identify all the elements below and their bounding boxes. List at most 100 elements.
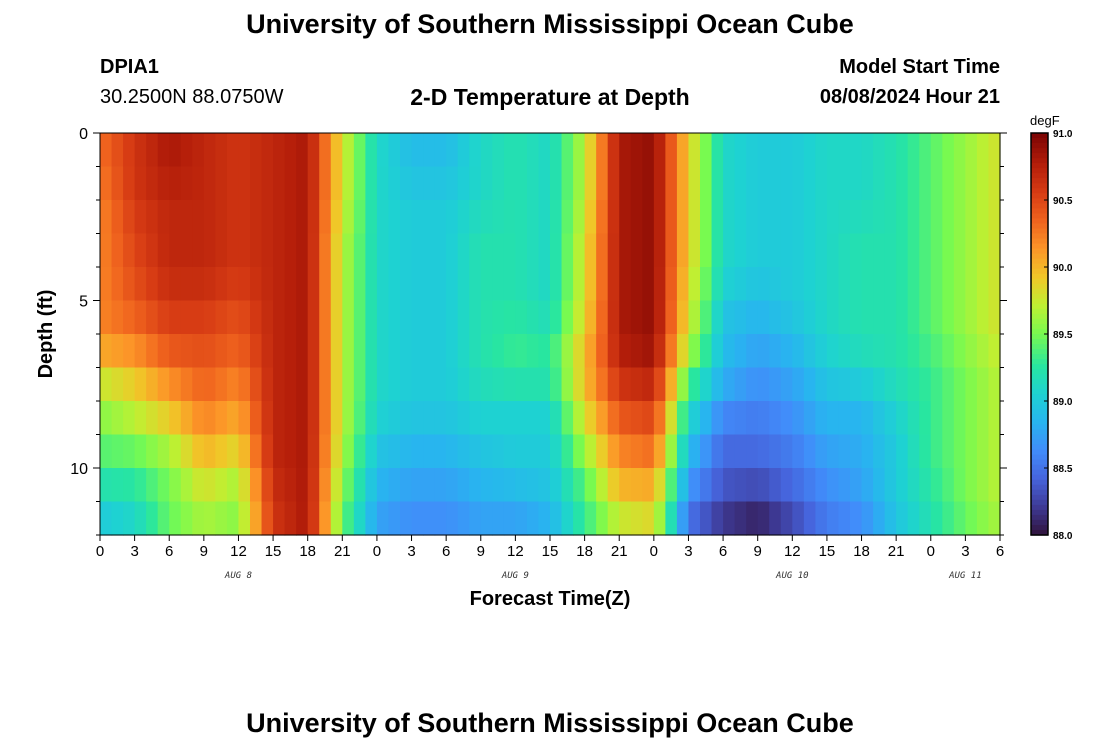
colorbar-segment (1031, 188, 1048, 194)
heatmap-cell (884, 133, 897, 168)
heatmap-cell (676, 166, 690, 201)
heatmap-cell (896, 200, 909, 235)
heatmap-cell (261, 233, 274, 268)
heatmap-cell (400, 166, 413, 201)
heatmap-cell (815, 367, 828, 402)
heatmap-cell (815, 233, 828, 268)
heatmap-cell (711, 233, 724, 268)
colorbar-segment (1031, 328, 1048, 335)
heatmap-cell (884, 300, 897, 335)
heatmap-cell (250, 501, 263, 536)
heatmap-cell (469, 166, 482, 201)
heatmap-cell (538, 133, 551, 168)
heatmap-cell (376, 434, 390, 469)
heatmap-cell (376, 200, 390, 235)
heatmap-cell (919, 133, 932, 168)
heatmap-cell (838, 334, 851, 369)
heatmap-cell (457, 200, 470, 235)
heatmap-cell (596, 233, 609, 268)
heatmap-cell (584, 133, 597, 168)
heatmap-cell (284, 468, 297, 503)
heatmap-cell (330, 300, 343, 335)
heatmap-cell (919, 300, 932, 335)
heatmap-cell (423, 200, 436, 235)
heatmap-cell (330, 200, 343, 235)
heatmap-cell (411, 267, 424, 302)
heatmap-cell (526, 401, 540, 436)
heatmap-cell (215, 334, 228, 369)
heatmap-cell (596, 133, 609, 168)
heatmap-cell (642, 300, 655, 335)
colorbar-segment (1031, 339, 1048, 345)
heatmap-cell (884, 501, 897, 536)
heatmap-cell (607, 367, 620, 402)
heatmap-cell (250, 401, 263, 436)
heatmap-cell (734, 300, 747, 335)
heatmap-cell (700, 401, 713, 436)
colorbar-segment (1031, 369, 1048, 375)
heatmap-cell (826, 367, 840, 402)
heatmap-cell (342, 166, 355, 201)
heatmap-cell (376, 267, 390, 302)
heatmap-cell (250, 434, 263, 469)
heatmap-cell (607, 200, 620, 235)
colorbar-segment (1031, 173, 1048, 179)
heatmap-cell (146, 367, 159, 402)
heatmap-cell (400, 334, 413, 369)
heatmap-cell (365, 334, 378, 369)
heatmap-cell (342, 300, 355, 335)
heatmap-cell (769, 300, 782, 335)
heatmap-cell (723, 334, 736, 369)
heatmap-cell (330, 401, 343, 436)
chart-subtitle: 2-D Temperature at Depth (410, 84, 690, 110)
heatmap-cell (180, 501, 193, 536)
heatmap-cell (538, 367, 551, 402)
heatmap-cell (550, 300, 563, 335)
heatmap-cell (942, 166, 955, 201)
heatmap-cell (388, 133, 401, 168)
heatmap-cell (561, 267, 574, 302)
heatmap-cell (688, 166, 701, 201)
heatmap-cell (457, 401, 470, 436)
heatmap-cell (284, 401, 297, 436)
heatmap-cell (896, 166, 909, 201)
heatmap-cell (250, 334, 263, 369)
heatmap-cell (642, 133, 655, 168)
heatmap-cell (630, 267, 643, 302)
heatmap-cell (134, 367, 147, 402)
colorbar-segment (1031, 193, 1048, 199)
heatmap-cell (446, 267, 459, 302)
heatmap-cell (353, 334, 366, 369)
heatmap-cell (861, 233, 874, 268)
heatmap-cell (538, 233, 551, 268)
heatmap-cell (192, 233, 205, 268)
heatmap-cell (711, 300, 724, 335)
colorbar-segment (1031, 263, 1048, 270)
heatmap-cell (723, 133, 736, 168)
heatmap-cell (261, 401, 274, 436)
heatmap-cell (873, 166, 886, 201)
heatmap-cell (746, 434, 759, 469)
heatmap-cell (192, 300, 205, 335)
colorbar-segment (1031, 394, 1048, 400)
heatmap-cell (503, 200, 516, 235)
heatmap-cell (584, 501, 597, 536)
heatmap-cell (734, 200, 747, 235)
heatmap-cell (976, 166, 990, 201)
heatmap-cell (353, 267, 366, 302)
heatmap-cell (492, 200, 505, 235)
heatmap-cell (550, 501, 563, 536)
colorbar-segment (1031, 183, 1048, 189)
heatmap-cell (711, 267, 724, 302)
heatmap-cell (411, 200, 424, 235)
heatmap-cell (953, 267, 966, 302)
heatmap-cell (561, 468, 574, 503)
heatmap-cell (388, 468, 401, 503)
heatmap-cell (965, 300, 978, 335)
heatmap-cell (919, 334, 932, 369)
heatmap-cell (388, 200, 401, 235)
heatmap-cell (619, 401, 632, 436)
heatmap-cell (573, 133, 586, 168)
heatmap-cell (411, 166, 424, 201)
heatmap-cell (596, 334, 609, 369)
